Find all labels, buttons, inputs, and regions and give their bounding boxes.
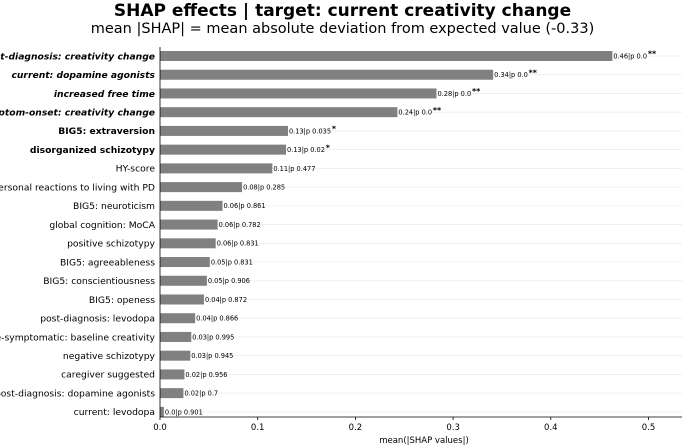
x-tick-label: 0.4 xyxy=(544,423,558,433)
significance-marker: * xyxy=(326,143,331,152)
category-label: disorganized schizotypy xyxy=(30,145,155,156)
category-label: pre-symptomatic: baseline creativity xyxy=(0,332,156,343)
bar xyxy=(160,331,192,342)
bar xyxy=(160,313,196,324)
bar xyxy=(160,163,273,174)
bar xyxy=(160,369,185,380)
bar xyxy=(160,107,398,118)
category-label: caregiver suggested xyxy=(61,370,155,381)
category-label: global cognition: MoCA xyxy=(49,220,155,231)
category-label: negative schizotypy xyxy=(63,351,156,362)
x-tick-label: 0.2 xyxy=(349,423,363,433)
bar xyxy=(160,257,210,268)
category-label: BIG5: openess xyxy=(89,295,155,306)
data-label: 0.04|p 0.872 xyxy=(205,296,247,304)
significance-marker: ** xyxy=(648,50,657,59)
category-label: current: dopamine agonists xyxy=(11,70,155,81)
chart-subtitle: mean |SHAP| = mean absolute deviation fr… xyxy=(90,21,595,37)
bar xyxy=(160,219,218,230)
data-label: 0.34|p 0.0 xyxy=(494,71,528,79)
bar xyxy=(160,275,207,286)
bar xyxy=(160,238,216,249)
chart-title: SHAP effects | target: current creativit… xyxy=(113,1,572,21)
bar xyxy=(160,144,287,155)
data-label: 0.46|p 0.0 xyxy=(613,52,647,60)
data-label: 0.0|p 0.901 xyxy=(165,408,203,416)
category-label: BIG5: extraversion xyxy=(58,126,155,137)
data-label: 0.02|p 0.7 xyxy=(184,390,218,398)
data-label: 0.05|p 0.906 xyxy=(208,277,250,285)
x-tick-label: 0.3 xyxy=(446,423,460,433)
category-label: personal reactions to living with PD xyxy=(0,182,155,193)
x-tick-label: 0.1 xyxy=(251,423,265,433)
bar xyxy=(160,88,437,99)
significance-marker: ** xyxy=(433,106,442,115)
bar xyxy=(160,406,164,417)
significance-marker: * xyxy=(332,125,337,134)
category-label: symptom-onset: creativity change xyxy=(0,107,155,118)
data-label: 0.06|p 0.782 xyxy=(219,221,261,229)
x-tick-label: 0.5 xyxy=(642,423,656,433)
significance-marker: ** xyxy=(529,68,538,77)
bars: post-diagnosis: creativity change 0.46|p … xyxy=(0,50,657,419)
bar xyxy=(160,388,184,399)
data-label: 0.02|p 0.956 xyxy=(185,371,227,379)
bar xyxy=(160,51,613,61)
data-label: 0.04|p 0.866 xyxy=(196,315,238,323)
category-label: increased free time xyxy=(54,89,155,100)
data-label: 0.06|p 0.831 xyxy=(217,240,259,248)
category-label: post-diagnosis: dopamine agonists xyxy=(0,388,155,399)
x-tick-label: 0.0 xyxy=(153,423,167,433)
category-label: post-diagnosis: creativity change xyxy=(0,51,155,62)
data-label: 0.08|p 0.285 xyxy=(243,184,285,192)
category-label: HY-score xyxy=(116,164,156,175)
x-axis: 0.0 0.1 0.2 0.3 0.4 0.5 xyxy=(153,47,682,433)
bar xyxy=(160,294,204,305)
category-label: post-diagnosis: levodopa xyxy=(40,314,155,325)
significance-marker: ** xyxy=(472,87,481,96)
data-label: 0.11|p 0.477 xyxy=(273,165,315,173)
category-label: BIG5: neuroticism xyxy=(73,201,155,212)
bar xyxy=(160,69,494,80)
data-label: 0.13|p 0.02 xyxy=(287,146,325,154)
bar xyxy=(160,182,243,193)
grid-lines xyxy=(160,55,682,413)
data-label: 0.28|p 0.0 xyxy=(437,90,471,98)
data-label: 0.06|p 0.861 xyxy=(224,202,266,210)
data-label: 0.13|p 0.035 xyxy=(289,127,331,135)
category-label: positive schizotypy xyxy=(67,239,155,250)
data-label: 0.05|p 0.831 xyxy=(211,258,253,266)
data-label: 0.03|p 0.945 xyxy=(191,352,233,360)
x-axis-label: mean(|SHAP values|) xyxy=(379,436,469,446)
category-label: current: levodopa xyxy=(74,407,155,418)
bar xyxy=(160,200,223,211)
category-label: BIG5: agreeableness xyxy=(60,257,155,268)
category-label: BIG5: conscientiousness xyxy=(43,276,155,287)
data-label: 0.24|p 0.0 xyxy=(398,109,432,117)
data-label: 0.03|p 0.995 xyxy=(192,333,234,341)
bar xyxy=(160,350,191,361)
bar xyxy=(160,125,288,136)
